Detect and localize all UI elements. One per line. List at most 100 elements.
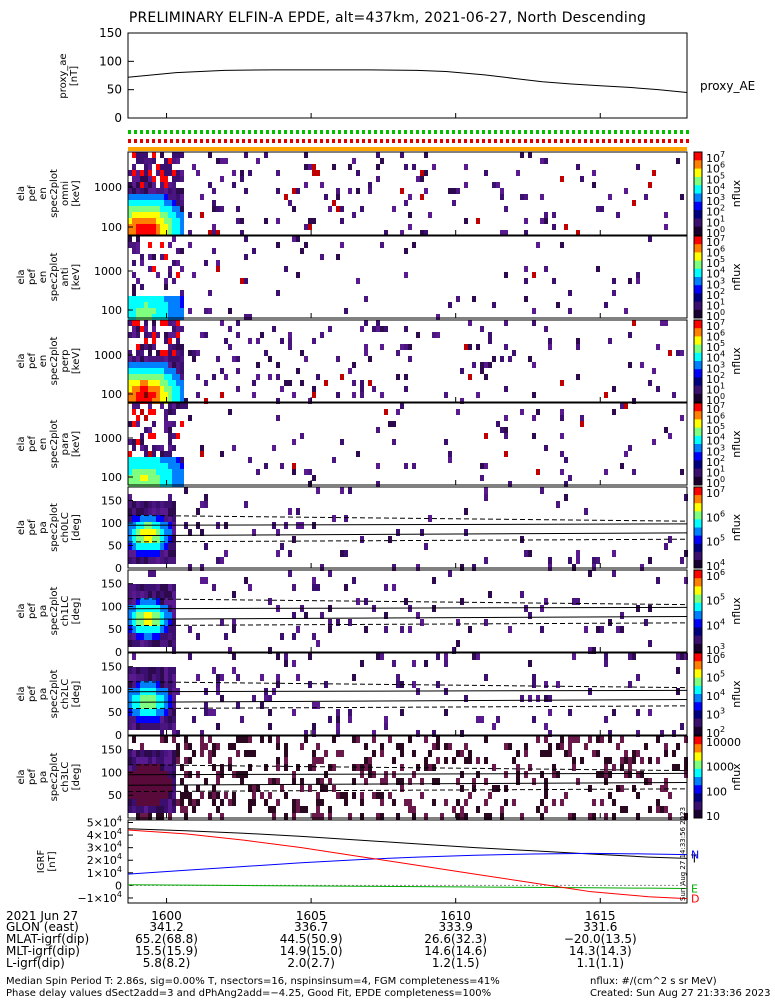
spectrogram-cell bbox=[284, 750, 288, 757]
spectrogram-cell bbox=[496, 716, 500, 723]
colorbar-tick-label: 104 bbox=[706, 558, 725, 573]
spectrogram-cell bbox=[168, 702, 172, 709]
status-dot-red bbox=[152, 139, 155, 143]
spectrogram-cell bbox=[140, 681, 144, 688]
spectrogram-cell bbox=[384, 584, 388, 591]
spectrogram-cell bbox=[660, 785, 664, 792]
spectrogram-cell bbox=[140, 176, 144, 182]
spectrogram-cell bbox=[424, 757, 428, 764]
time-tick-label: 1605 bbox=[296, 909, 327, 923]
spectrogram-cell bbox=[168, 813, 172, 820]
colorbar-tick-label: 10000 bbox=[706, 736, 741, 749]
spectrogram-cell bbox=[132, 457, 136, 463]
status-dot-red bbox=[344, 139, 347, 143]
spectrogram-cell bbox=[140, 757, 144, 764]
spectrogram-cell bbox=[180, 374, 184, 380]
spectrogram-cell bbox=[536, 409, 540, 415]
spectrogram-cell bbox=[620, 785, 624, 792]
spectrogram-cell bbox=[232, 356, 236, 362]
spectrogram-perp bbox=[127, 319, 703, 404]
spectrogram-cell bbox=[684, 764, 688, 771]
spectrogram-cell bbox=[172, 508, 176, 515]
spectrogram-cell bbox=[140, 778, 144, 785]
spectrogram-cell bbox=[164, 194, 168, 200]
spectrogram-cell bbox=[376, 320, 380, 326]
spectrogram-cell bbox=[160, 612, 164, 619]
spectrogram-cell bbox=[128, 356, 132, 362]
spectrogram-cell bbox=[204, 380, 208, 386]
spectrogram-cell bbox=[160, 619, 164, 626]
colorbar-segment bbox=[694, 602, 702, 612]
spectrogram-cell bbox=[328, 626, 332, 633]
spectrogram-cell bbox=[128, 463, 132, 469]
spectrogram-cell bbox=[176, 194, 180, 200]
spectrogram-cell bbox=[128, 674, 132, 681]
spectrogram-cell bbox=[140, 380, 144, 386]
status-dot-red bbox=[422, 139, 425, 143]
spectrogram-cell bbox=[140, 433, 144, 439]
spectrogram-cell bbox=[156, 469, 160, 475]
spectrogram-cell bbox=[636, 730, 640, 737]
spectrogram-cell bbox=[200, 743, 204, 750]
spectrogram-cell bbox=[292, 188, 296, 194]
status-dot-green bbox=[260, 130, 263, 134]
spectrogram-cell bbox=[432, 577, 436, 584]
spectrogram-cell bbox=[140, 260, 144, 266]
spectrogram-cell bbox=[268, 736, 272, 743]
spectrogram-cell bbox=[136, 806, 140, 813]
spectrogram-cell bbox=[156, 716, 160, 723]
spectrogram-cell bbox=[684, 813, 688, 820]
spectrogram-cell bbox=[648, 709, 652, 716]
spectrogram-cell bbox=[376, 463, 380, 469]
spectrogram-cell bbox=[132, 543, 136, 550]
spectrogram-cell bbox=[504, 771, 508, 778]
spectrogram-cell bbox=[476, 218, 480, 224]
spectrogram-cell bbox=[220, 158, 224, 164]
spectrogram-cell bbox=[144, 344, 148, 350]
spectrogram-cell bbox=[140, 508, 144, 515]
spectrogram-cell bbox=[480, 716, 484, 723]
spectrogram-cell bbox=[636, 605, 640, 612]
spectrogram-cell bbox=[172, 612, 176, 619]
spectrogram-cell bbox=[148, 308, 152, 314]
spectrogram-cell bbox=[152, 674, 156, 681]
spectrogram-cell bbox=[152, 463, 156, 469]
spectrogram-cell bbox=[244, 152, 248, 158]
spectrogram-cell bbox=[648, 806, 652, 813]
spectrogram-cell bbox=[168, 224, 172, 230]
spectrogram-cell bbox=[308, 681, 312, 688]
spectrogram-cell bbox=[156, 667, 160, 674]
spectrogram-cell bbox=[144, 702, 148, 709]
spectrogram-cell bbox=[140, 626, 144, 633]
spectrogram-cell bbox=[136, 224, 140, 230]
spectrogram-cell bbox=[480, 362, 484, 368]
spectrogram-cell bbox=[576, 374, 580, 380]
spectrogram-cell bbox=[656, 736, 660, 743]
spectrogram-cell bbox=[256, 338, 260, 344]
colorbar-segment bbox=[694, 677, 702, 687]
spectrogram-cell bbox=[160, 764, 164, 771]
spectrogram-cell bbox=[168, 806, 172, 813]
spectrogram-omni bbox=[127, 151, 703, 236]
spectrogram-cell bbox=[424, 736, 428, 743]
spectrogram-cell bbox=[460, 598, 464, 605]
spectrogram-cell bbox=[352, 392, 356, 398]
spectrogram-cell bbox=[408, 212, 412, 218]
spectrogram-cell bbox=[144, 529, 148, 536]
spectrogram-ylabel-ch1LC: elapefpaspec2plotch1LC[deg] bbox=[16, 587, 82, 636]
spectrogram-cell bbox=[408, 194, 412, 200]
spectrogram-cell bbox=[628, 653, 632, 660]
spectrogram-cell bbox=[176, 218, 180, 224]
spectrogram-cell bbox=[172, 463, 176, 469]
spectrogram-cell bbox=[216, 792, 220, 799]
spectrogram-cell bbox=[200, 736, 204, 743]
spectrogram-cell bbox=[168, 302, 172, 308]
spectrogram-cell bbox=[164, 515, 168, 522]
spectrogram-cell bbox=[168, 403, 172, 409]
spectrogram-cell bbox=[668, 813, 672, 820]
spectrogram-cell bbox=[384, 612, 388, 619]
spectrogram-cell bbox=[492, 764, 496, 771]
colorbar-frame bbox=[693, 235, 703, 319]
spectrogram-cell bbox=[172, 212, 176, 218]
colorbar-frame bbox=[693, 735, 703, 819]
